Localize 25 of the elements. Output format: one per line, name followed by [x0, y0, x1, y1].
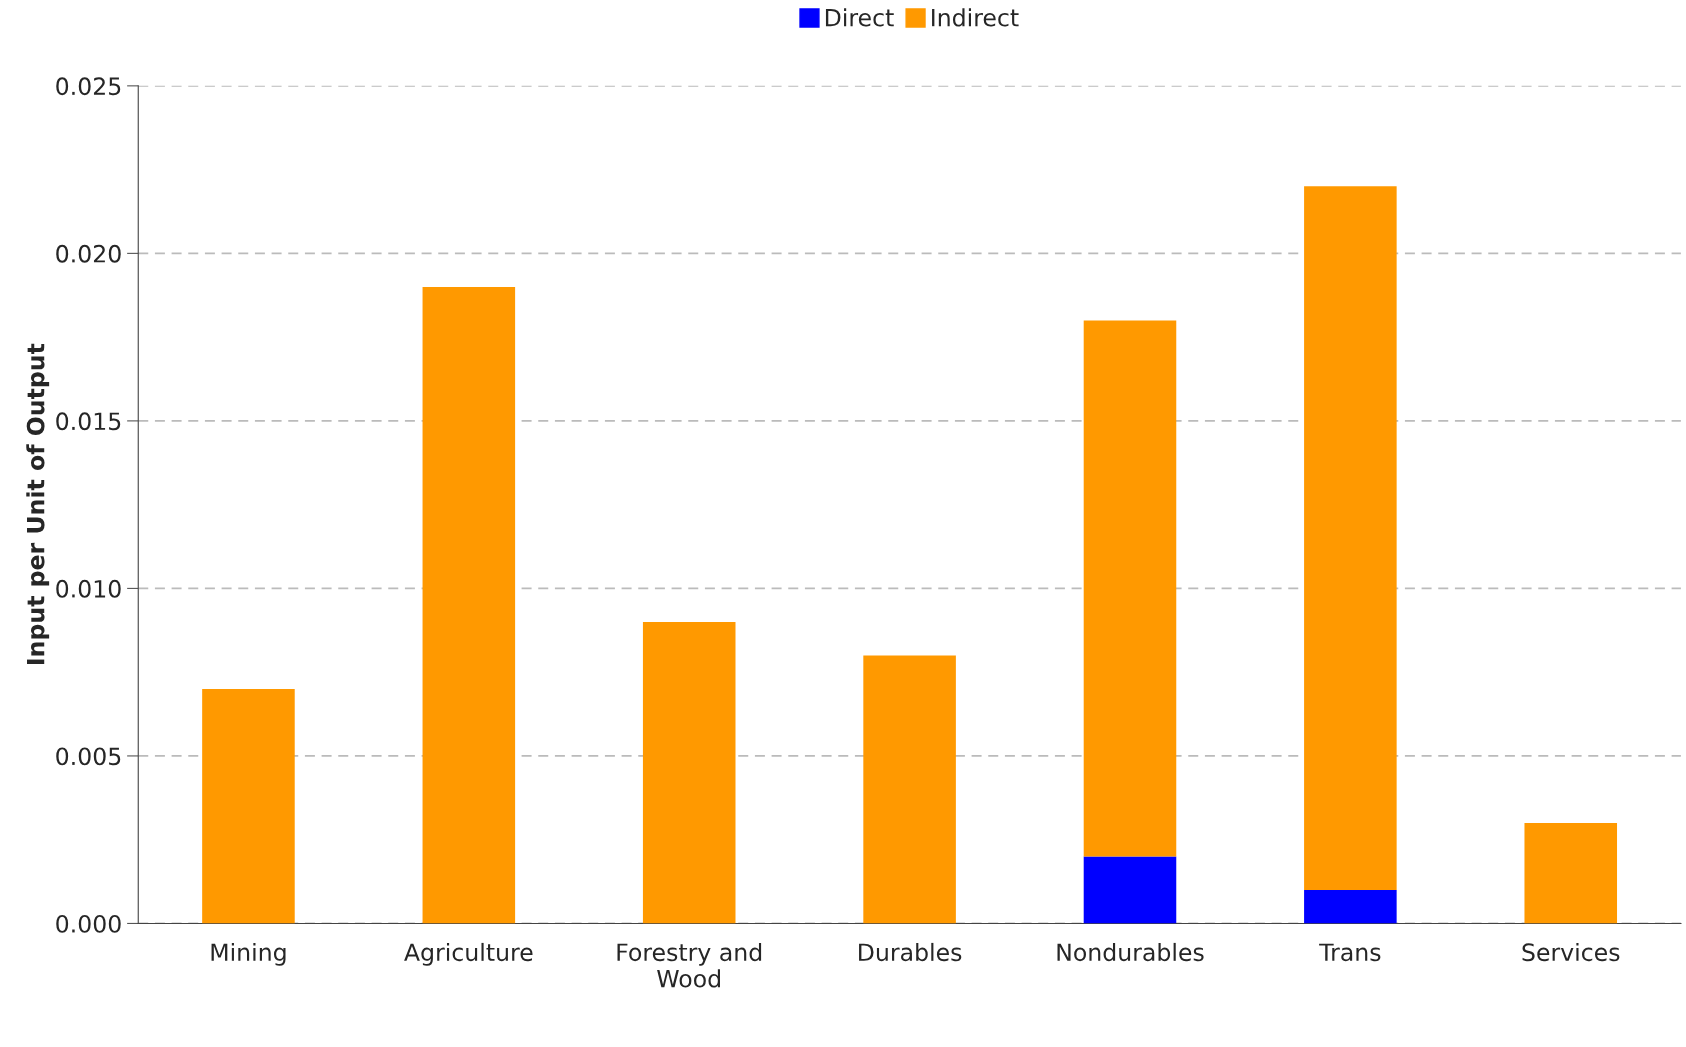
bar — [422, 286, 516, 924]
x-tick-label: Mining — [211, 942, 286, 966]
y-tick-label: 0.025 — [56, 77, 121, 96]
x-tick-label: Nondurables — [1057, 942, 1204, 962]
y-tick-label: 0.020 — [56, 244, 121, 263]
y-tick-label: 0.010 — [56, 579, 121, 598]
bar — [863, 655, 956, 924]
bar — [1083, 856, 1177, 924]
x-tick-label: Trans — [1319, 943, 1381, 962]
bar — [1524, 822, 1618, 924]
legend-label: Direct — [825, 8, 894, 27]
bar — [1083, 320, 1177, 857]
bar — [1304, 186, 1397, 890]
legend-label: Indirect — [932, 8, 1019, 27]
y-axis-title: Input per Unit of Output — [26, 343, 50, 664]
x-tick-label: Forestry and Wood — [617, 942, 762, 988]
bar — [642, 621, 736, 924]
bar — [202, 688, 295, 924]
y-tick-label: 0.015 — [56, 412, 121, 431]
x-tick-label: Agriculture — [404, 942, 533, 966]
x-tick-label: Services — [1522, 942, 1620, 962]
y-tick-label: 0.000 — [56, 914, 121, 933]
bar — [1304, 889, 1397, 924]
x-tick-label: Durables — [859, 942, 962, 962]
y-tick-label: 0.005 — [56, 747, 121, 766]
